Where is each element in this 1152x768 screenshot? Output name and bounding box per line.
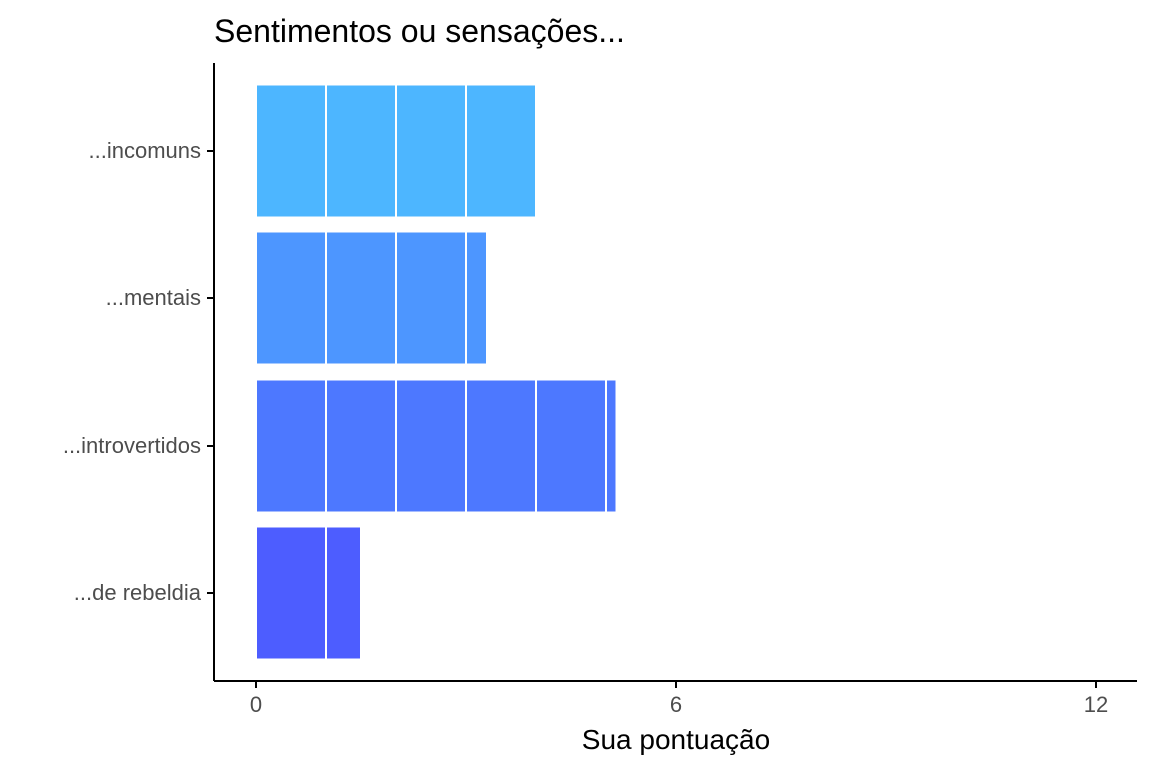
bar-segment	[465, 378, 537, 514]
bar-segment	[325, 525, 362, 661]
bar-segment	[465, 83, 537, 219]
bar-segment	[255, 525, 327, 661]
bar-segment	[325, 230, 397, 366]
bar-segment	[395, 83, 467, 219]
y-tick-label: ...de rebeldia	[74, 580, 202, 605]
bar-segment	[535, 378, 607, 514]
y-tick-label: ...incomuns	[89, 138, 202, 163]
y-tick-label: ...mentais	[106, 285, 201, 310]
bar-segment	[465, 230, 488, 366]
bar-segment	[255, 378, 327, 514]
bar-segment	[395, 378, 467, 514]
x-axis-label: Sua pontuação	[582, 724, 770, 755]
x-tick-label: 0	[250, 692, 262, 717]
bar-segment	[255, 230, 327, 366]
bar-segment	[325, 83, 397, 219]
bar-segment	[395, 230, 467, 366]
bar-segment	[255, 83, 327, 219]
x-tick-label: 12	[1084, 692, 1108, 717]
y-tick-label: ...introvertidos	[63, 433, 201, 458]
bar-segment	[605, 378, 618, 514]
chart-title: Sentimentos ou sensações...	[214, 13, 625, 49]
bar-segment	[325, 378, 397, 514]
x-tick-label: 6	[670, 692, 682, 717]
plot-area: ...incomuns ...mentais ...introvertidos...…	[63, 63, 1137, 717]
